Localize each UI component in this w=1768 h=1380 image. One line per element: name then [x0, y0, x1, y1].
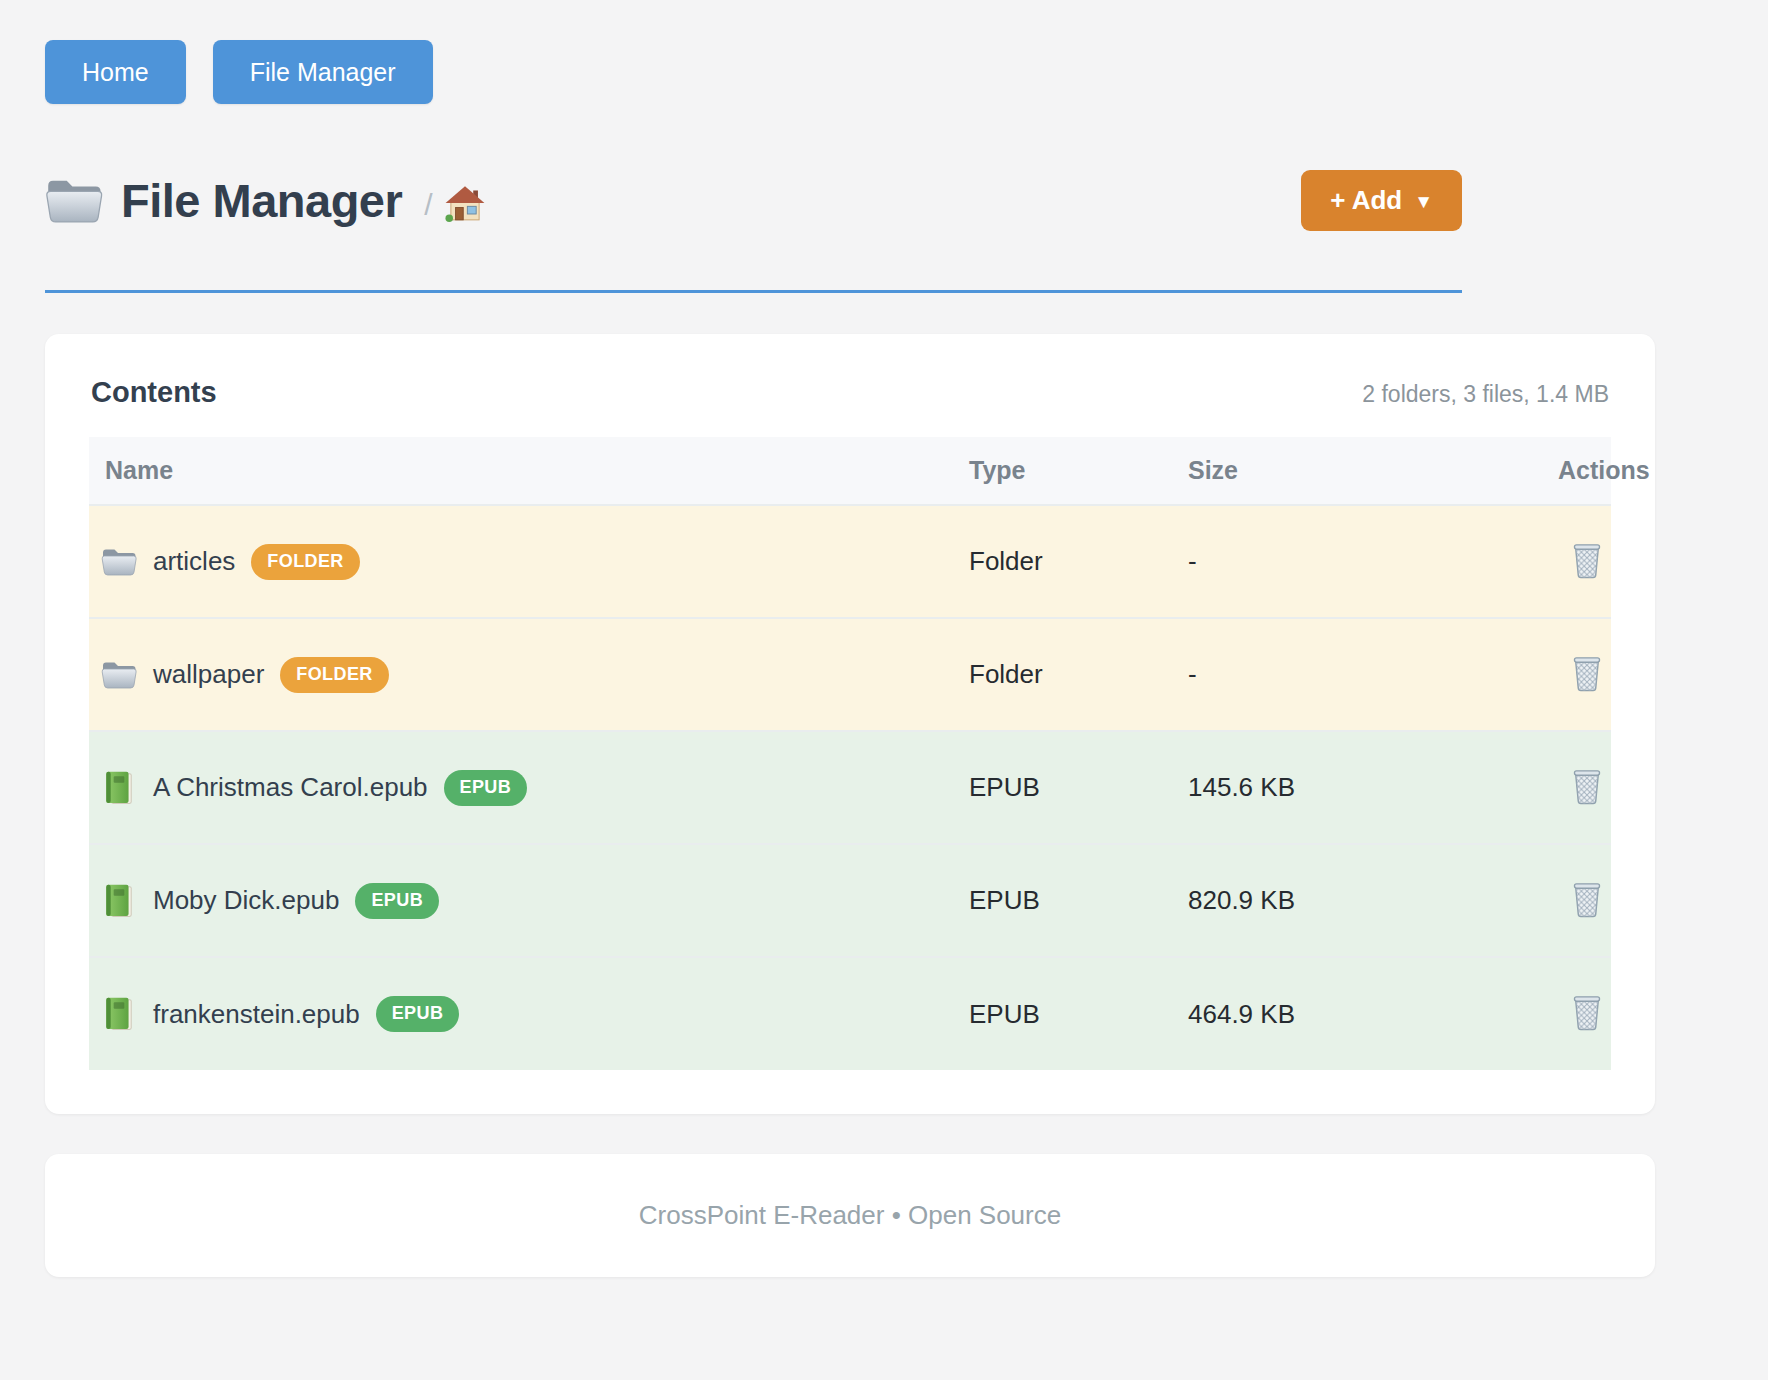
type-cell: Folder — [968, 618, 1187, 731]
trash-icon — [1570, 1019, 1604, 1034]
type-badge: FOLDER — [280, 657, 388, 693]
folder-icon — [101, 658, 137, 692]
column-header-size: Size — [1187, 437, 1470, 505]
file-name[interactable]: frankenstein.epub — [153, 999, 360, 1030]
size-cell: - — [1187, 505, 1470, 618]
book-icon — [101, 771, 137, 805]
trash-icon — [1570, 906, 1604, 921]
type-cell: EPUB — [968, 844, 1187, 957]
footer-card: CrossPoint E-Reader • Open Source — [45, 1154, 1655, 1277]
table-row: frankenstein.epub EPUB EPUB 464.9 KB — [89, 957, 1611, 1070]
column-header-name: Name — [89, 437, 968, 505]
type-cell: EPUB — [968, 957, 1187, 1070]
add-button-label: + Add — [1330, 185, 1402, 216]
contents-summary: 2 folders, 3 files, 1.4 MB — [1362, 381, 1609, 408]
top-nav: Home File Manager — [0, 0, 1768, 104]
trash-icon — [1570, 793, 1604, 808]
footer-text: CrossPoint E-Reader • Open Source — [639, 1200, 1061, 1231]
type-badge: EPUB — [444, 770, 528, 806]
page-header: File Manager / + Add ▼ — [45, 170, 1462, 231]
size-cell: 464.9 KB — [1187, 957, 1470, 1070]
type-badge: FOLDER — [251, 544, 359, 580]
book-icon — [101, 884, 137, 918]
size-cell: - — [1187, 618, 1470, 731]
size-cell: 820.9 KB — [1187, 844, 1470, 957]
file-table: Name Type Size Actions articles FOLDER F… — [89, 437, 1611, 1070]
size-cell: 145.6 KB — [1187, 731, 1470, 844]
delete-button[interactable] — [1570, 654, 1604, 692]
column-header-actions: Actions — [1470, 437, 1611, 505]
trash-icon — [1570, 567, 1604, 582]
home-icon — [445, 185, 485, 223]
file-name[interactable]: Moby Dick.epub — [153, 885, 339, 916]
contents-card: Contents 2 folders, 3 files, 1.4 MB Name… — [45, 334, 1655, 1114]
file-name[interactable]: wallpaper — [153, 659, 264, 690]
contents-title: Contents — [91, 376, 217, 409]
type-badge: EPUB — [376, 996, 460, 1032]
column-header-type: Type — [968, 437, 1187, 505]
folder-icon — [45, 176, 103, 226]
file-name[interactable]: articles — [153, 546, 235, 577]
nav-home-button[interactable]: Home — [45, 40, 186, 104]
book-icon — [101, 997, 137, 1031]
delete-button[interactable] — [1570, 767, 1604, 805]
file-name[interactable]: A Christmas Carol.epub — [153, 772, 428, 803]
contents-header: Contents 2 folders, 3 files, 1.4 MB — [91, 376, 1609, 409]
title-divider — [45, 290, 1462, 293]
table-row: articles FOLDER Folder - — [89, 505, 1611, 618]
caret-down-icon: ▼ — [1414, 191, 1433, 213]
nav-file-manager-button[interactable]: File Manager — [213, 40, 433, 104]
type-cell: Folder — [968, 505, 1187, 618]
file-table-body: articles FOLDER Folder - wallpaper FOLDE… — [89, 505, 1611, 1070]
table-row: A Christmas Carol.epub EPUB EPUB 145.6 K… — [89, 731, 1611, 844]
title-wrap: File Manager / — [45, 173, 485, 228]
breadcrumb-home-link[interactable] — [445, 185, 485, 223]
folder-icon — [101, 545, 137, 579]
trash-icon — [1570, 680, 1604, 695]
delete-button[interactable] — [1570, 541, 1604, 579]
delete-button[interactable] — [1570, 993, 1604, 1031]
add-button[interactable]: + Add ▼ — [1301, 170, 1462, 231]
table-header-row: Name Type Size Actions — [89, 437, 1611, 505]
breadcrumb-separator: / — [424, 188, 432, 222]
table-row: wallpaper FOLDER Folder - — [89, 618, 1611, 731]
table-row: Moby Dick.epub EPUB EPUB 820.9 KB — [89, 844, 1611, 957]
type-cell: EPUB — [968, 731, 1187, 844]
page-title: File Manager — [121, 173, 402, 228]
delete-button[interactable] — [1570, 880, 1604, 918]
type-badge: EPUB — [355, 883, 439, 919]
